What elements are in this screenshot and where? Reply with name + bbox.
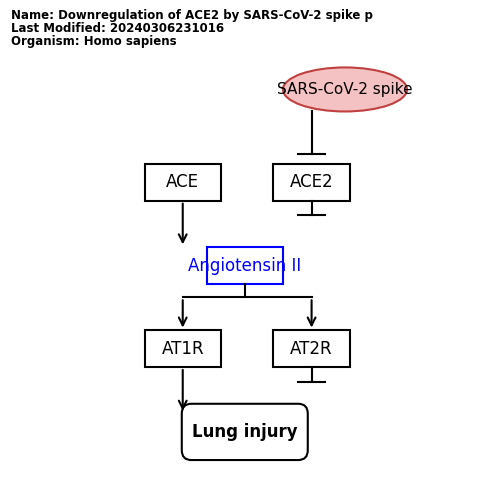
Text: Lung injury: Lung injury <box>192 423 298 441</box>
Text: Last Modified: 20240306231016: Last Modified: 20240306231016 <box>11 22 224 35</box>
FancyBboxPatch shape <box>182 404 308 460</box>
Ellipse shape <box>283 67 407 112</box>
Text: Name: Downregulation of ACE2 by SARS-CoV-2 spike p: Name: Downregulation of ACE2 by SARS-CoV… <box>11 9 373 22</box>
FancyBboxPatch shape <box>144 164 221 201</box>
Text: AT1R: AT1R <box>161 340 204 358</box>
Text: AT2R: AT2R <box>290 340 333 358</box>
FancyBboxPatch shape <box>274 331 350 367</box>
Text: ACE: ACE <box>166 173 199 191</box>
FancyBboxPatch shape <box>206 247 283 284</box>
Text: SARS-CoV-2 spike: SARS-CoV-2 spike <box>277 82 413 97</box>
Text: Angiotensin II: Angiotensin II <box>188 256 301 275</box>
FancyBboxPatch shape <box>274 164 350 201</box>
FancyBboxPatch shape <box>144 331 221 367</box>
Text: Organism: Homo sapiens: Organism: Homo sapiens <box>11 35 177 48</box>
Text: ACE2: ACE2 <box>290 173 334 191</box>
